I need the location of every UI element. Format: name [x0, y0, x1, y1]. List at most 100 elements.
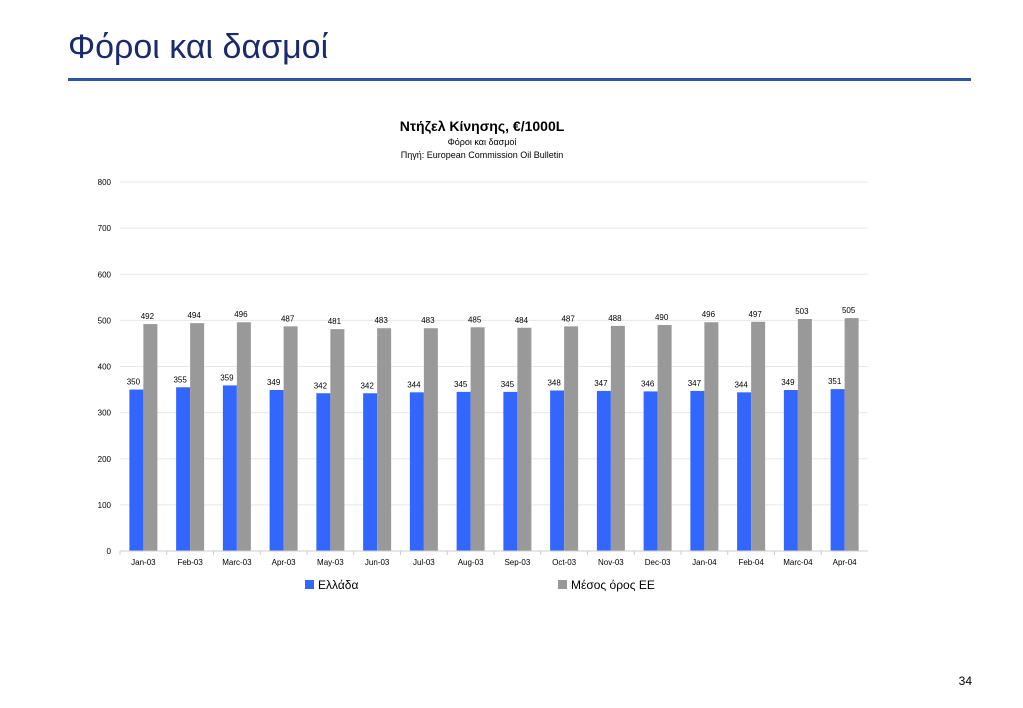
data-label-eu-average: 483 [421, 316, 435, 325]
data-label-eu-average: 481 [328, 317, 342, 326]
bar-eu-average [797, 318, 812, 551]
x-tick-label: Jun-03 [365, 558, 390, 567]
data-label-eu-average: 490 [655, 313, 669, 322]
data-label-greece: 342 [314, 381, 328, 390]
data-label-eu-average: 484 [515, 316, 529, 325]
legend-label: Ελλάδα [318, 578, 358, 592]
bar-greece [643, 391, 658, 551]
data-label-greece: 350 [127, 378, 141, 387]
data-label-greece: 359 [220, 373, 234, 382]
x-tick-label: Apr-04 [833, 558, 858, 567]
bar-greece [222, 385, 237, 551]
bar-eu-average [564, 326, 579, 551]
data-label-greece: 348 [547, 378, 561, 387]
bar-greece [409, 392, 424, 551]
data-label-eu-average: 487 [561, 314, 575, 323]
x-tick-label: Nov-03 [598, 558, 624, 567]
data-label-eu-average: 487 [281, 314, 295, 323]
x-tick-label: Apr-03 [272, 558, 297, 567]
data-labels: 350 492 355 494 359 496 349 487 342 481 342 483 344 4… [127, 306, 856, 390]
data-label-eu-average: 494 [187, 311, 201, 320]
x-tick-label: May-03 [317, 558, 344, 567]
bar-greece [550, 390, 565, 551]
bar-eu-average [751, 321, 766, 551]
bar-greece [316, 393, 331, 551]
data-label-eu-average: 488 [608, 314, 622, 323]
x-tick-label: Jan-03 [131, 558, 156, 567]
data-label-eu-average: 483 [374, 316, 388, 325]
data-label-greece: 355 [173, 375, 187, 384]
bar-eu-average [704, 322, 719, 551]
bar-greece [737, 392, 752, 551]
x-tick-label: Marc-04 [783, 558, 813, 567]
data-label-greece: 346 [641, 379, 655, 388]
bar-eu-average [470, 327, 485, 551]
y-tick-label: 200 [98, 455, 112, 464]
legend-swatch [305, 580, 314, 589]
data-label-greece: 349 [781, 378, 795, 387]
bar-greece [363, 393, 378, 551]
data-label-greece: 351 [828, 377, 842, 386]
data-label-eu-average: 492 [141, 312, 155, 321]
data-label-greece: 345 [501, 380, 515, 389]
data-label-eu-average: 503 [795, 307, 809, 316]
bar-eu-average [377, 328, 392, 551]
y-tick-label: 400 [98, 363, 112, 372]
bar-greece [830, 389, 845, 551]
page-number: 34 [958, 674, 972, 688]
bar-eu-average [283, 326, 298, 551]
title-divider [68, 78, 971, 81]
legend: Ελλάδα Μέσος όρος ΕΕ [305, 578, 655, 592]
bar-eu-average [330, 329, 345, 551]
bar-eu-average [143, 324, 158, 551]
y-tick-label: 0 [107, 547, 112, 556]
data-label-greece: 347 [594, 379, 608, 388]
bar-greece [456, 391, 471, 551]
data-label-eu-average: 505 [842, 306, 856, 315]
data-label-eu-average: 496 [702, 310, 716, 319]
bar-eu-average [610, 325, 625, 551]
x-tick-label: Jul-03 [413, 558, 435, 567]
bar-eu-average [190, 323, 205, 551]
data-label-greece: 347 [688, 379, 702, 388]
bar-greece [129, 389, 144, 551]
bar-eu-average [844, 318, 859, 551]
bar-greece [783, 390, 798, 551]
bar-eu-average [657, 324, 672, 551]
y-tick-label: 700 [98, 224, 112, 233]
bar-greece [596, 390, 611, 551]
data-label-greece: 345 [454, 380, 468, 389]
x-tick-label: Jan-04 [692, 558, 717, 567]
x-tick-label: Oct-03 [552, 558, 577, 567]
bar-greece [269, 390, 284, 551]
data-label-eu-average: 485 [468, 315, 482, 324]
data-label-greece: 342 [360, 381, 374, 390]
bar-eu-average [423, 328, 438, 551]
chart-title: Ντήζελ Κίνησης, €/1000L [400, 118, 565, 134]
y-tick-label: 100 [98, 501, 112, 510]
bar-greece [176, 387, 191, 551]
legend-label: Μέσος όρος ΕΕ [571, 578, 655, 592]
data-label-greece: 344 [407, 380, 421, 389]
y-tick-label: 300 [98, 409, 112, 418]
x-axis-ticks: Jan-03 Feb-03 Marc-03 Apr-03 May-03 Jun-03 Jul… [119, 551, 858, 567]
y-tick-label: 600 [98, 270, 112, 279]
bars [129, 318, 859, 551]
bar-eu-average [236, 322, 251, 551]
data-label-greece: 349 [267, 378, 281, 387]
data-label-eu-average: 496 [234, 310, 248, 319]
bar-greece [503, 391, 518, 551]
x-tick-label: Aug-03 [458, 558, 484, 567]
legend-swatch [558, 580, 567, 589]
bar-greece [690, 390, 705, 551]
y-axis-ticks: 0 100 200 300 400 500 600 700 800 [98, 178, 112, 556]
x-tick-label: Sep-03 [504, 558, 530, 567]
bar-eu-average [517, 327, 532, 551]
y-tick-label: 500 [98, 316, 112, 325]
x-tick-label: Feb-03 [177, 558, 203, 567]
x-tick-label: Feb-04 [738, 558, 764, 567]
chart-source: Πηγή: European Commission Oil Bulletin [401, 150, 564, 160]
slide-title: Φόροι και δασμοί [68, 28, 329, 66]
x-tick-label: Marc-03 [222, 558, 252, 567]
